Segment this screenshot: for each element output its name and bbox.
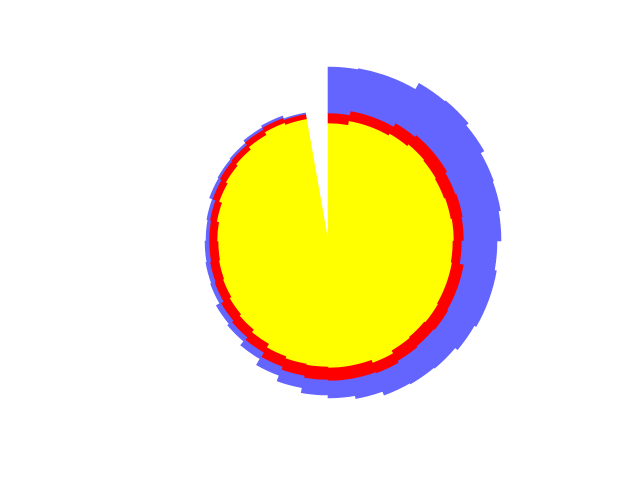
- bar-blue-17: [327, 378, 356, 399]
- bar-red-18: [303, 364, 329, 381]
- bar-blue-18: [300, 377, 329, 396]
- bar-layer: [204, 66, 502, 399]
- bar-blue-33: [261, 115, 284, 128]
- bar-red-17: [327, 365, 353, 382]
- bar-blue-34: [283, 112, 306, 121]
- bar-red-0: [327, 112, 351, 126]
